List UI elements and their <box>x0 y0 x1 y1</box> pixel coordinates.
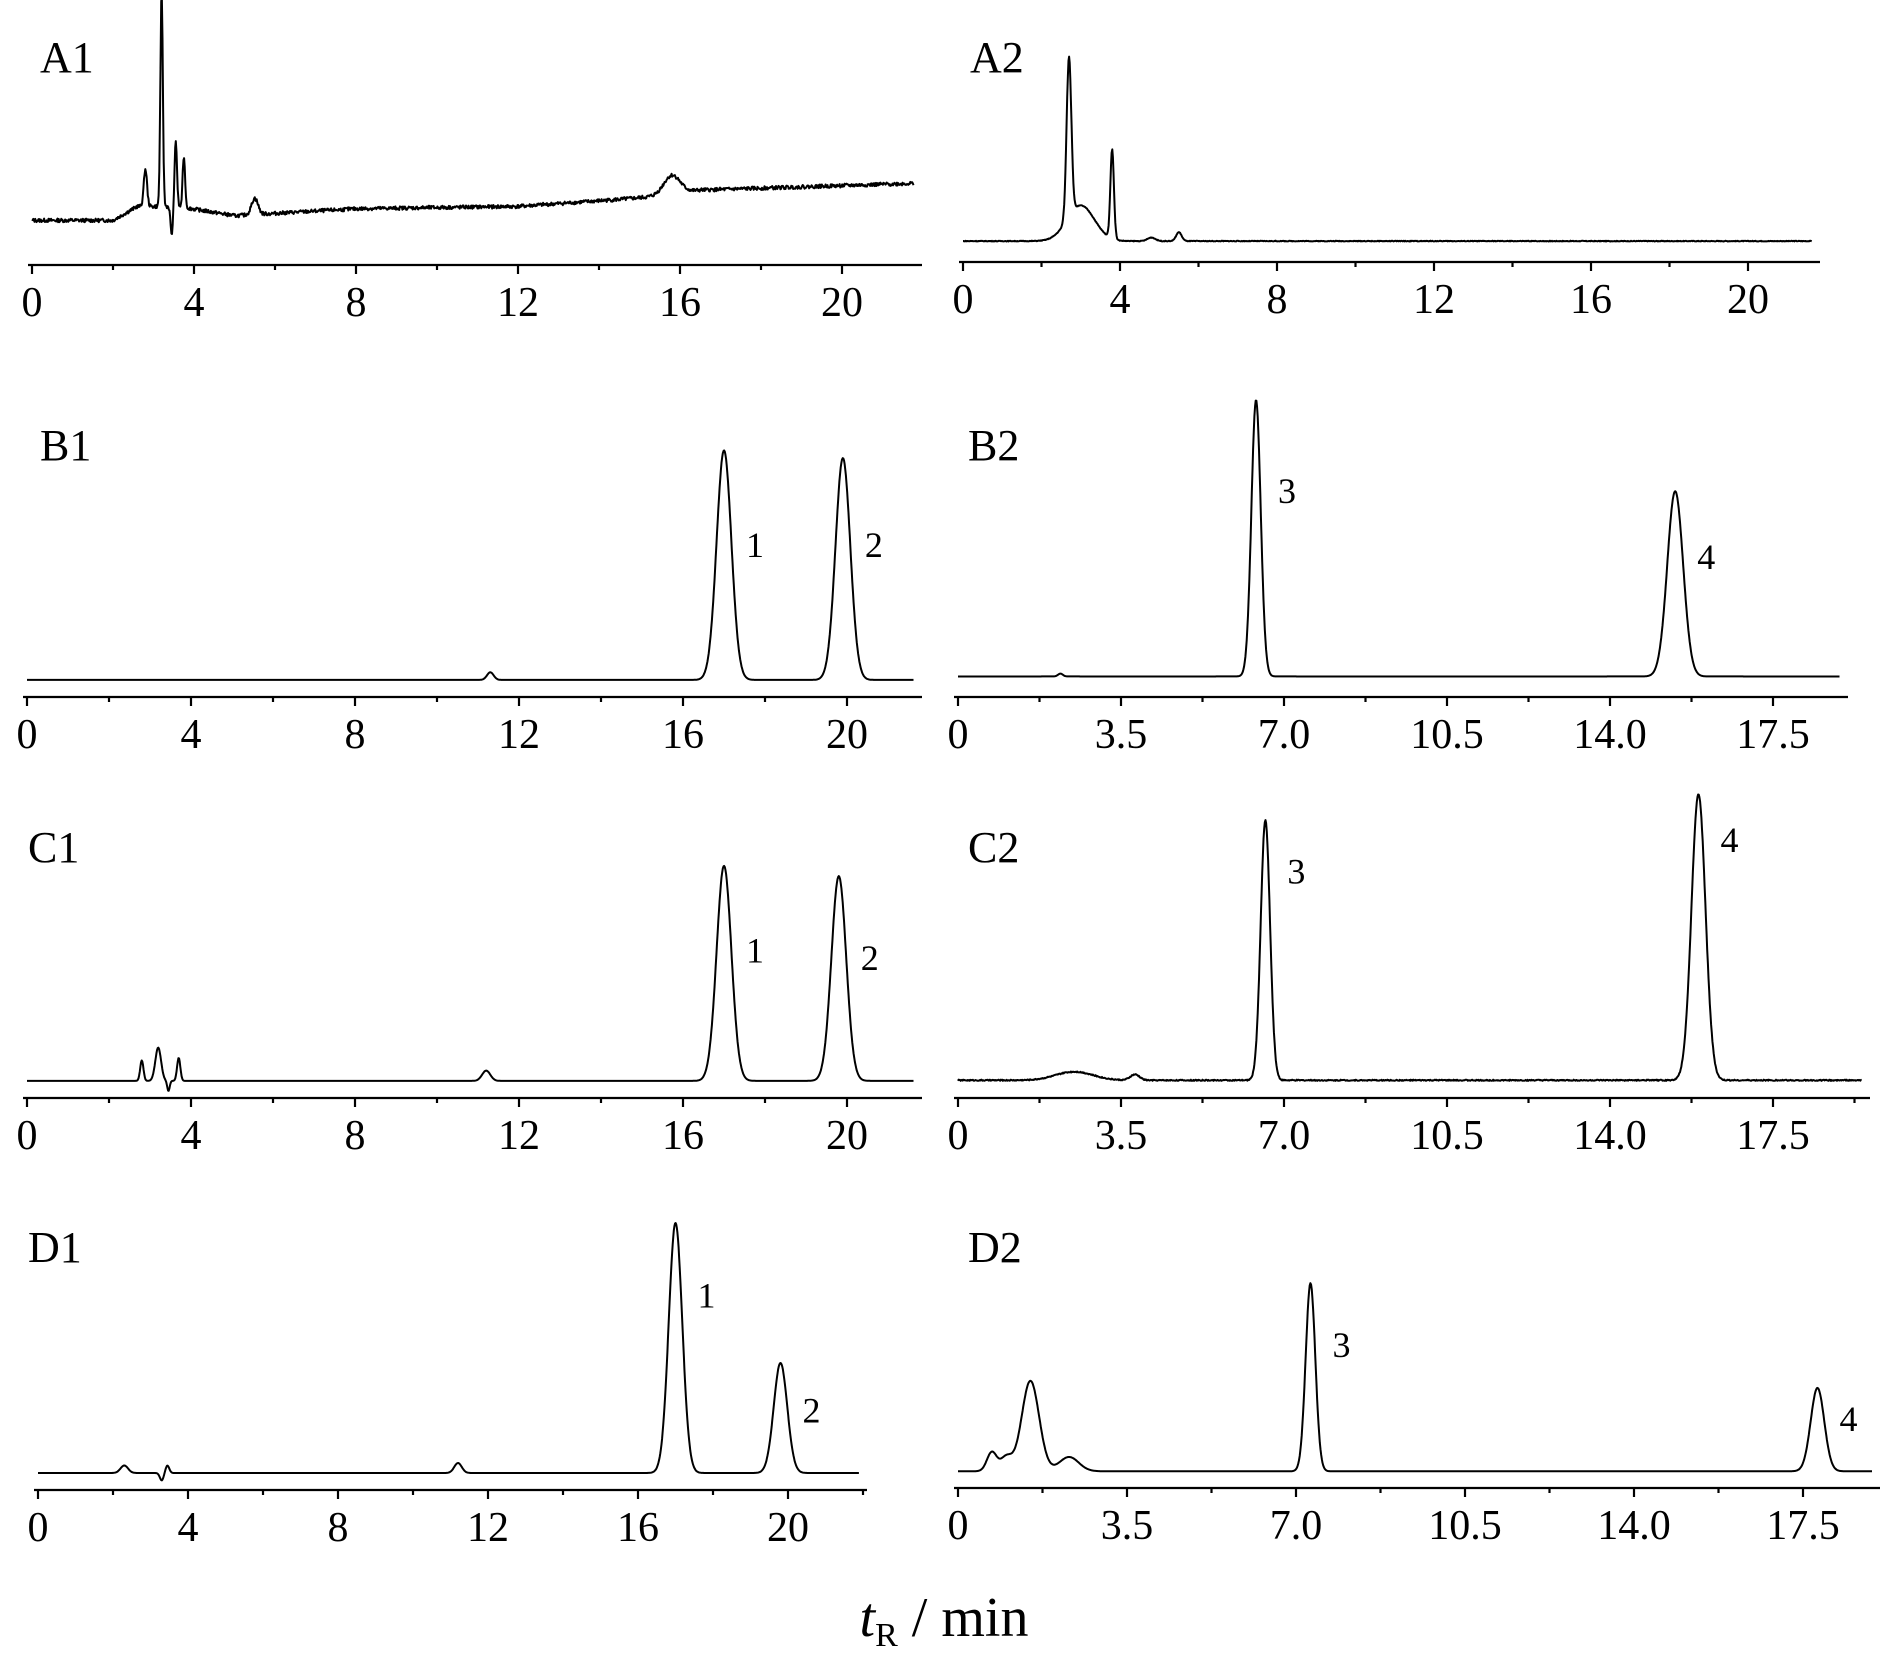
peak-label: 1 <box>746 930 764 970</box>
x-tick-label: 3.5 <box>1101 1503 1154 1549</box>
x-tick-label: 17.5 <box>1766 1503 1840 1549</box>
x-tick-label: 7.0 <box>1258 1113 1311 1159</box>
peak-label: 3 <box>1287 852 1305 892</box>
x-tick-label: 10.5 <box>1410 712 1484 758</box>
x-axis-title: tR / min <box>860 1587 1029 1654</box>
x-tick-label: 20 <box>826 712 868 758</box>
x-tick-label: 4 <box>181 1113 202 1159</box>
x-tick-label: 4 <box>178 1505 199 1551</box>
x-tick-label: 8 <box>328 1505 349 1551</box>
x-tick-label: 0 <box>948 1503 969 1549</box>
x-tick-label: 0 <box>948 712 969 758</box>
x-tick-label: 12 <box>1413 277 1455 323</box>
x-tick-label: 17.5 <box>1736 712 1810 758</box>
peak-label: 3 <box>1278 471 1296 511</box>
peak-label: 4 <box>1839 1399 1857 1439</box>
x-tick-label: 0 <box>948 1113 969 1159</box>
x-tick-label: 0 <box>17 712 38 758</box>
x-tick-label: 14.0 <box>1597 1503 1671 1549</box>
x-tick-label: 16 <box>1570 277 1612 323</box>
peak-label: 4 <box>1720 820 1738 860</box>
x-tick-label: 20 <box>1727 277 1769 323</box>
peak-label: 2 <box>861 938 879 978</box>
x-axis-title-italic: t <box>860 1587 877 1649</box>
peak-label: 2 <box>803 1391 821 1431</box>
x-tick-label: 12 <box>467 1505 509 1551</box>
chromatogram-trace <box>957 399 1840 678</box>
x-tick-label: 12 <box>498 1113 540 1159</box>
x-tick-label: 4 <box>181 712 202 758</box>
x-tick-label: 12 <box>498 712 540 758</box>
x-tick-label: 8 <box>1267 277 1288 323</box>
chromatogram-trace <box>26 449 914 681</box>
x-axis-title-unit: / min <box>898 1587 1029 1649</box>
panel-c1: C10 4 8 12 16 201 2 <box>17 823 922 1159</box>
panel-label-b1: B1 <box>40 421 91 470</box>
x-tick-label: 4 <box>184 280 205 326</box>
chromatogram-trace <box>957 793 1862 1082</box>
x-tick-label: 16 <box>659 280 701 326</box>
x-tick-label: 8 <box>345 1113 366 1159</box>
x-tick-label: 17.5 <box>1736 1113 1810 1159</box>
x-tick-label: 7.0 <box>1258 712 1311 758</box>
x-tick-label: 8 <box>346 280 367 326</box>
x-tick-label: 12 <box>497 280 539 326</box>
peak-label: 1 <box>698 1276 716 1316</box>
panel-label-d1: D1 <box>28 1223 82 1272</box>
peak-label: 4 <box>1697 537 1715 577</box>
panel-label-c1: C1 <box>28 823 79 872</box>
x-tick-label: 10.5 <box>1410 1113 1484 1159</box>
x-tick-label: 20 <box>767 1505 809 1551</box>
panel-label-d2: D2 <box>968 1223 1022 1272</box>
chromatogram-trace <box>37 1222 860 1482</box>
x-tick-label: 20 <box>826 1113 868 1159</box>
x-tick-label: 14.0 <box>1573 712 1647 758</box>
panel-d2: D2 0 3.5 7.0 10.5 14.0 17.5 3 4 <box>948 1223 1880 1549</box>
panel-b2: B2 0 3.5 7.0 10.5 14.0 17.5 3 4 <box>948 399 1848 758</box>
panel-a2: A2 0 4 8 12 16 20 <box>953 33 1820 323</box>
panel-label-a2: A2 <box>970 33 1024 82</box>
x-tick-label: 4 <box>1110 277 1131 323</box>
x-tick-label: 7.0 <box>1270 1503 1323 1549</box>
x-tick-label: 16 <box>662 712 704 758</box>
peak-label: 2 <box>865 525 883 565</box>
panel-a1: A1 0 4 8 12 16 20 <box>22 0 922 326</box>
chromatogram-trace <box>26 864 914 1092</box>
x-tick-label: 20 <box>821 280 863 326</box>
panel-label-c2: C2 <box>968 823 1019 872</box>
peak-label: 3 <box>1332 1325 1350 1365</box>
panel-b1: B10 4 8 12 16 201 2 <box>17 421 922 758</box>
panel-label-b2: B2 <box>968 421 1019 470</box>
x-tick-label: 14.0 <box>1573 1113 1647 1159</box>
x-tick-label: 8 <box>345 712 366 758</box>
chromatogram-trace <box>957 1282 1873 1473</box>
x-tick-label: 3.5 <box>1095 712 1148 758</box>
x-tick-label: 3.5 <box>1095 1113 1148 1159</box>
x-tick-label: 0 <box>17 1113 38 1159</box>
x-axis-title-subscript: R <box>875 1617 898 1654</box>
x-tick-label: 16 <box>617 1505 659 1551</box>
panel-label-a1: A1 <box>40 33 94 82</box>
x-tick-label: 0 <box>22 280 43 326</box>
x-tick-label: 0 <box>28 1505 49 1551</box>
peak-label: 1 <box>746 525 764 565</box>
panel-c2: C2 0 3.5 7.0 10.5 14.0 17.5 3 4 <box>948 793 1870 1159</box>
chromatogram-trace <box>962 55 1813 243</box>
x-tick-label: 10.5 <box>1428 1503 1502 1549</box>
chromatogram-trace <box>31 0 915 235</box>
x-tick-label: 0 <box>953 277 974 323</box>
x-tick-label: 16 <box>662 1113 704 1159</box>
